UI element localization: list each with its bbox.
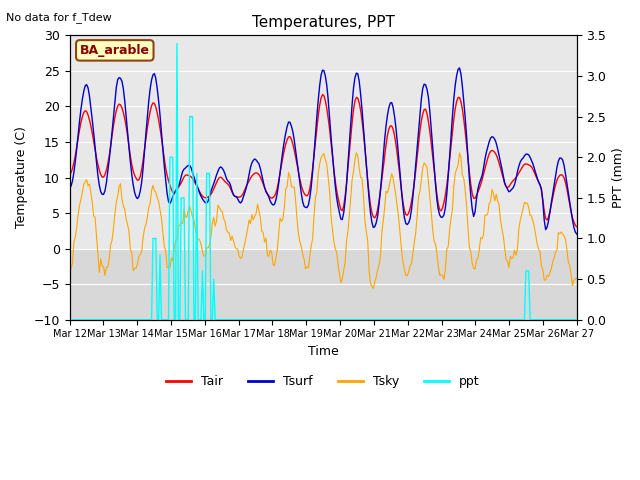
Title: Temperatures, PPT: Temperatures, PPT bbox=[252, 15, 395, 30]
Text: BA_arable: BA_arable bbox=[80, 44, 150, 57]
Legend: Tair, Tsurf, Tsky, ppt: Tair, Tsurf, Tsky, ppt bbox=[161, 370, 485, 393]
Text: No data for f_Tdew: No data for f_Tdew bbox=[6, 12, 112, 23]
X-axis label: Time: Time bbox=[308, 345, 339, 358]
Y-axis label: Temperature (C): Temperature (C) bbox=[15, 127, 28, 228]
Y-axis label: PPT (mm): PPT (mm) bbox=[612, 147, 625, 208]
Bar bbox=[70, 36, 577, 249]
